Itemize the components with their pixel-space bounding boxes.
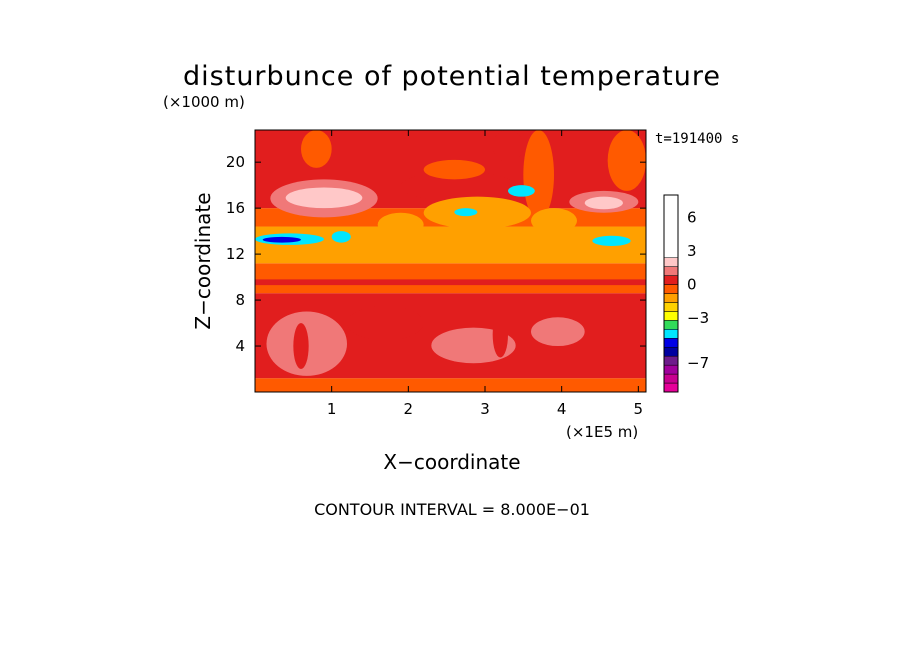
x-tick-label: 4 <box>557 400 567 418</box>
colorbar-tick-label: 6 <box>687 208 697 226</box>
field-cell <box>293 323 309 370</box>
y-tick-label: 16 <box>226 199 245 217</box>
time-label: t=191400 s <box>655 131 739 147</box>
field-cell <box>531 317 585 347</box>
colorbar-swatch <box>663 373 679 384</box>
field-band <box>255 378 646 392</box>
x-tick-label: 3 <box>480 400 490 418</box>
field-cell <box>454 208 478 217</box>
plot-frame <box>254 129 647 393</box>
colorbar-swatch <box>663 275 679 285</box>
field-cell <box>316 189 355 203</box>
colorbar-swatch <box>663 284 679 294</box>
x-tick-label: 1 <box>327 400 337 418</box>
field-cell <box>423 196 531 229</box>
x-tick-label: 5 <box>634 400 644 418</box>
y-tick-label: 20 <box>226 153 245 171</box>
colorbar-frame <box>663 194 679 393</box>
colorbar-tick-label: −3 <box>687 309 709 327</box>
colorbar-tick-label: −7 <box>687 354 709 372</box>
field-cell <box>584 196 623 210</box>
field-band <box>255 279 646 286</box>
field-cell <box>400 171 516 202</box>
x-axis-ticks: 1 2 3 4 5 <box>327 130 643 418</box>
field-cell <box>592 235 631 247</box>
colorbar-swatch <box>663 266 679 276</box>
contour-field <box>255 130 646 392</box>
contour-interval-footer: CONTOUR INTERVAL = 8.000E−01 <box>314 500 590 519</box>
colorbar-tick-label: 3 <box>687 242 697 260</box>
field-cell <box>531 208 577 234</box>
field-band <box>255 266 646 273</box>
y-axis-label: Z−coordinate <box>191 192 215 329</box>
colorbar-swatch <box>663 311 679 321</box>
field-cell <box>331 231 351 243</box>
field-cell <box>607 130 646 191</box>
x-tick-label: 2 <box>404 400 414 418</box>
y-unit-label: (×1000 m) <box>163 93 245 111</box>
colorbar-swatch <box>663 382 679 393</box>
field-cell <box>262 236 302 243</box>
y-axis-ticks: 4 8 12 16 20 <box>226 153 646 355</box>
colorbar-swatch <box>663 364 679 375</box>
x-axis-label: X−coordinate <box>383 450 520 474</box>
colorbar-swatch <box>663 355 679 366</box>
field-band <box>255 226 646 264</box>
colorbar: −7 −3 0 3 6 <box>663 194 709 393</box>
y-tick-label: 4 <box>235 337 245 355</box>
x-unit-label: (×1E5 m) <box>566 423 638 441</box>
colorbar-swatch <box>663 293 679 303</box>
field-cell <box>301 130 332 168</box>
chart-title: disturbunce of potential temperature <box>183 61 721 92</box>
colorbar-swatch <box>663 338 679 348</box>
colorbar-tick-label: 0 <box>687 276 697 294</box>
colorbar-swatch <box>663 320 679 330</box>
field-cell <box>508 185 535 197</box>
field-cell <box>423 159 486 180</box>
field-cell <box>377 212 424 237</box>
field-cell <box>347 305 424 341</box>
y-tick-label: 8 <box>235 291 245 309</box>
field-cell <box>492 130 524 163</box>
field-cell <box>492 311 509 358</box>
field-cell <box>523 130 555 220</box>
colorbar-swatch <box>663 346 679 357</box>
y-tick-label: 12 <box>226 245 245 263</box>
colorbar-swatch <box>663 257 679 267</box>
colorbar-swatch <box>663 329 679 339</box>
colorbar-swatch <box>663 302 679 312</box>
